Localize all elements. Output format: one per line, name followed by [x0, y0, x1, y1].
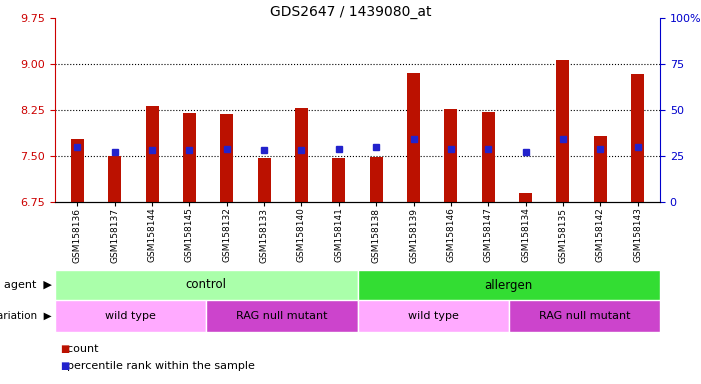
Bar: [332, 158, 346, 202]
Bar: [594, 136, 607, 202]
Text: ■: ■: [60, 344, 69, 354]
Text: genotype/variation  ▶: genotype/variation ▶: [0, 311, 52, 321]
Text: count: count: [60, 344, 99, 354]
Bar: [257, 158, 271, 202]
Bar: [444, 109, 457, 202]
Bar: [295, 108, 308, 202]
Bar: [206, 300, 358, 332]
Bar: [358, 300, 509, 332]
Text: percentile rank within the sample: percentile rank within the sample: [60, 361, 255, 371]
Bar: [55, 270, 358, 300]
Bar: [631, 74, 644, 202]
Text: wild type: wild type: [408, 311, 458, 321]
Bar: [108, 156, 121, 202]
Text: RAG null mutant: RAG null mutant: [538, 311, 630, 321]
Bar: [146, 106, 158, 202]
Text: allergen: allergen: [484, 278, 533, 291]
Bar: [482, 112, 495, 202]
Text: control: control: [186, 278, 226, 291]
Text: ■: ■: [60, 361, 69, 371]
Bar: [358, 270, 660, 300]
Bar: [509, 300, 660, 332]
Bar: [369, 157, 383, 202]
Bar: [183, 113, 196, 202]
Bar: [55, 300, 206, 332]
Text: GDS2647 / 1439080_at: GDS2647 / 1439080_at: [270, 5, 431, 19]
Bar: [220, 114, 233, 202]
Bar: [557, 60, 569, 202]
Text: RAG null mutant: RAG null mutant: [236, 311, 327, 321]
Bar: [71, 139, 84, 202]
Bar: [519, 193, 532, 202]
Text: agent  ▶: agent ▶: [4, 280, 52, 290]
Bar: [407, 73, 420, 202]
Text: wild type: wild type: [105, 311, 156, 321]
